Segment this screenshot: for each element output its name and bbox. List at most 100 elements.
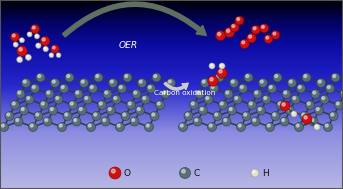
Circle shape bbox=[85, 97, 88, 99]
Circle shape bbox=[206, 97, 209, 99]
Circle shape bbox=[11, 101, 20, 109]
Text: C: C bbox=[193, 169, 200, 177]
Circle shape bbox=[17, 57, 23, 63]
Circle shape bbox=[14, 117, 23, 126]
Circle shape bbox=[155, 101, 165, 109]
Circle shape bbox=[342, 91, 343, 94]
Circle shape bbox=[252, 170, 255, 173]
Circle shape bbox=[191, 102, 194, 105]
Circle shape bbox=[340, 90, 343, 98]
Circle shape bbox=[32, 86, 35, 88]
Circle shape bbox=[57, 54, 59, 55]
Circle shape bbox=[12, 102, 15, 105]
Circle shape bbox=[201, 78, 210, 88]
Circle shape bbox=[329, 112, 338, 121]
Circle shape bbox=[189, 101, 199, 109]
Text: H: H bbox=[262, 169, 269, 177]
Circle shape bbox=[219, 63, 225, 69]
Circle shape bbox=[123, 113, 126, 116]
Circle shape bbox=[65, 73, 74, 82]
Circle shape bbox=[19, 48, 22, 51]
Circle shape bbox=[101, 117, 110, 126]
Circle shape bbox=[285, 106, 295, 115]
Circle shape bbox=[166, 78, 176, 88]
Circle shape bbox=[268, 84, 276, 93]
Circle shape bbox=[262, 95, 271, 104]
Circle shape bbox=[336, 102, 339, 105]
Circle shape bbox=[240, 86, 243, 88]
Circle shape bbox=[96, 75, 99, 77]
Circle shape bbox=[28, 122, 37, 132]
Circle shape bbox=[38, 75, 41, 77]
Circle shape bbox=[333, 75, 336, 77]
Circle shape bbox=[227, 106, 237, 115]
Circle shape bbox=[334, 101, 343, 109]
Circle shape bbox=[258, 108, 261, 111]
Circle shape bbox=[35, 35, 37, 36]
Circle shape bbox=[61, 86, 64, 88]
Circle shape bbox=[97, 101, 106, 109]
Circle shape bbox=[289, 80, 292, 83]
Circle shape bbox=[41, 102, 44, 105]
Circle shape bbox=[278, 102, 281, 105]
Circle shape bbox=[260, 24, 269, 33]
Circle shape bbox=[78, 106, 86, 115]
Circle shape bbox=[132, 90, 141, 98]
Circle shape bbox=[249, 35, 252, 38]
Circle shape bbox=[52, 46, 55, 49]
Circle shape bbox=[92, 112, 101, 121]
Circle shape bbox=[39, 101, 48, 109]
Circle shape bbox=[168, 80, 171, 83]
Circle shape bbox=[331, 113, 334, 116]
Circle shape bbox=[317, 78, 326, 88]
Circle shape bbox=[144, 122, 154, 132]
Circle shape bbox=[178, 122, 188, 132]
Circle shape bbox=[27, 97, 30, 99]
Circle shape bbox=[323, 122, 332, 132]
Circle shape bbox=[26, 55, 28, 57]
Circle shape bbox=[229, 78, 238, 88]
Circle shape bbox=[109, 167, 121, 179]
Circle shape bbox=[184, 112, 193, 121]
Circle shape bbox=[36, 43, 41, 48]
Circle shape bbox=[296, 124, 299, 127]
Circle shape bbox=[74, 119, 77, 122]
Circle shape bbox=[141, 95, 150, 104]
Circle shape bbox=[306, 101, 315, 109]
Circle shape bbox=[20, 39, 22, 40]
Circle shape bbox=[251, 169, 259, 177]
Circle shape bbox=[302, 114, 312, 124]
Circle shape bbox=[40, 36, 50, 46]
Circle shape bbox=[16, 90, 25, 98]
Circle shape bbox=[218, 101, 227, 109]
Circle shape bbox=[43, 117, 52, 126]
Circle shape bbox=[269, 86, 272, 88]
Circle shape bbox=[81, 80, 84, 83]
Circle shape bbox=[45, 119, 48, 122]
Circle shape bbox=[114, 97, 117, 99]
Circle shape bbox=[63, 112, 72, 121]
Circle shape bbox=[253, 90, 262, 98]
Circle shape bbox=[50, 78, 59, 88]
Circle shape bbox=[216, 31, 225, 41]
Circle shape bbox=[209, 63, 215, 69]
Circle shape bbox=[249, 102, 252, 105]
Circle shape bbox=[76, 91, 79, 94]
Circle shape bbox=[326, 84, 334, 93]
Circle shape bbox=[157, 102, 160, 105]
Circle shape bbox=[18, 91, 21, 94]
Circle shape bbox=[195, 119, 198, 122]
Circle shape bbox=[273, 32, 276, 35]
Circle shape bbox=[163, 91, 166, 94]
Circle shape bbox=[298, 86, 301, 88]
Circle shape bbox=[86, 122, 95, 132]
Circle shape bbox=[275, 75, 278, 77]
Circle shape bbox=[280, 101, 290, 111]
Circle shape bbox=[37, 44, 38, 46]
Circle shape bbox=[280, 117, 289, 126]
Circle shape bbox=[331, 73, 340, 82]
Circle shape bbox=[244, 113, 247, 116]
Circle shape bbox=[309, 117, 318, 126]
Circle shape bbox=[118, 84, 127, 93]
Circle shape bbox=[307, 102, 310, 105]
